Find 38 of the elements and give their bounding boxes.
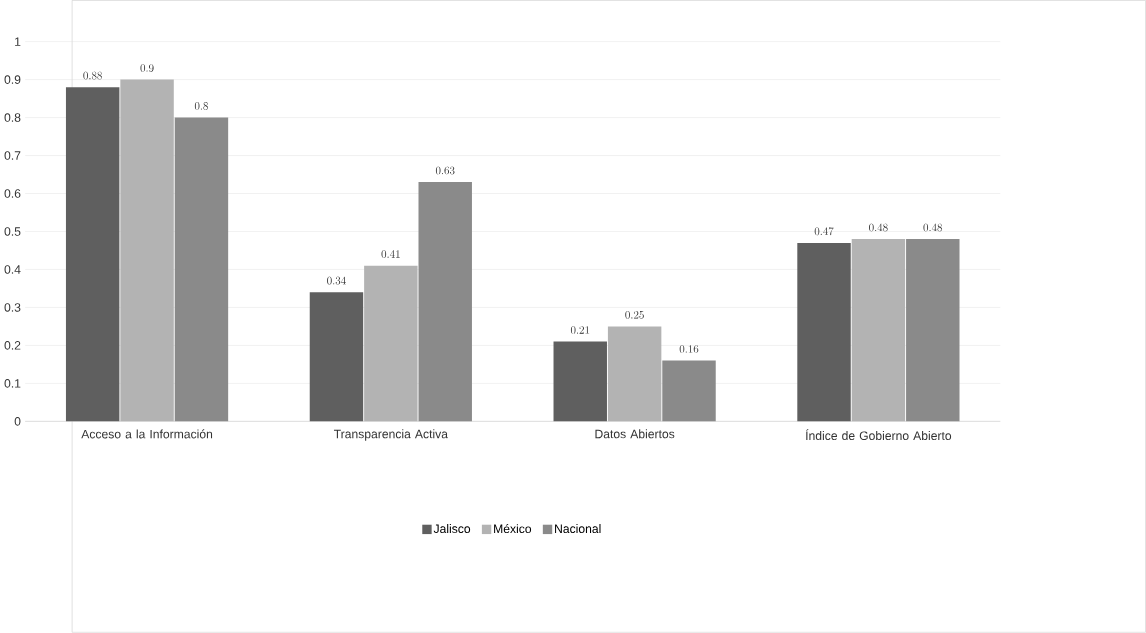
x-tick-label: Transparencia Activa [333, 429, 448, 441]
y-tick-label: 1 [15, 37, 21, 46]
y-tick-label: 0.5 [4, 227, 21, 236]
x-tick-label: Datos Abiertos [595, 429, 675, 439]
data-label: 0. 16 [679, 345, 699, 353]
data-label: 0.25 [625, 311, 644, 319]
data-label: 0.47 [814, 227, 834, 236]
y-tick-label: 0.2 [4, 341, 21, 350]
bar [309, 292, 364, 422]
bar [797, 243, 851, 422]
data-label: 0.48 [923, 223, 943, 232]
bar [662, 360, 716, 422]
data-label: 0.41 [381, 250, 400, 259]
legend-label: México [494, 524, 532, 534]
bar [553, 341, 607, 422]
bar [906, 239, 960, 422]
data-label: 0.21 [570, 326, 590, 334]
y-tick-label: 0.6 [4, 189, 21, 198]
data-label: 0.9 [140, 64, 154, 72]
y-tick-label: 0.4 [4, 265, 21, 274]
y-tick-label: 0.9 [4, 75, 21, 85]
x-tick-label: Índice de Gobierno Abierto [806, 429, 952, 441]
y-tick-label: 0.8 [4, 113, 21, 122]
y-tick-label: 0.3 [4, 303, 21, 312]
data-label: 0.63 [435, 166, 455, 175]
bar [174, 117, 229, 422]
y-tick-label: 0.1 [4, 379, 21, 388]
x-tick-label: Acceso a la Información [81, 429, 213, 439]
bar [65, 87, 120, 422]
y-tick-label: 0.7 [4, 151, 21, 160]
legend-label: Jalisco [433, 524, 471, 534]
data-label: 0.8 [194, 102, 208, 110]
data-label: 0.88 [83, 71, 102, 80]
legend-label: Nacional [555, 524, 601, 534]
data-label: 0.48 [869, 223, 888, 232]
bar [418, 182, 472, 422]
y-tick-label: 0 [14, 417, 21, 426]
data-label: 0.34 [327, 276, 346, 285]
